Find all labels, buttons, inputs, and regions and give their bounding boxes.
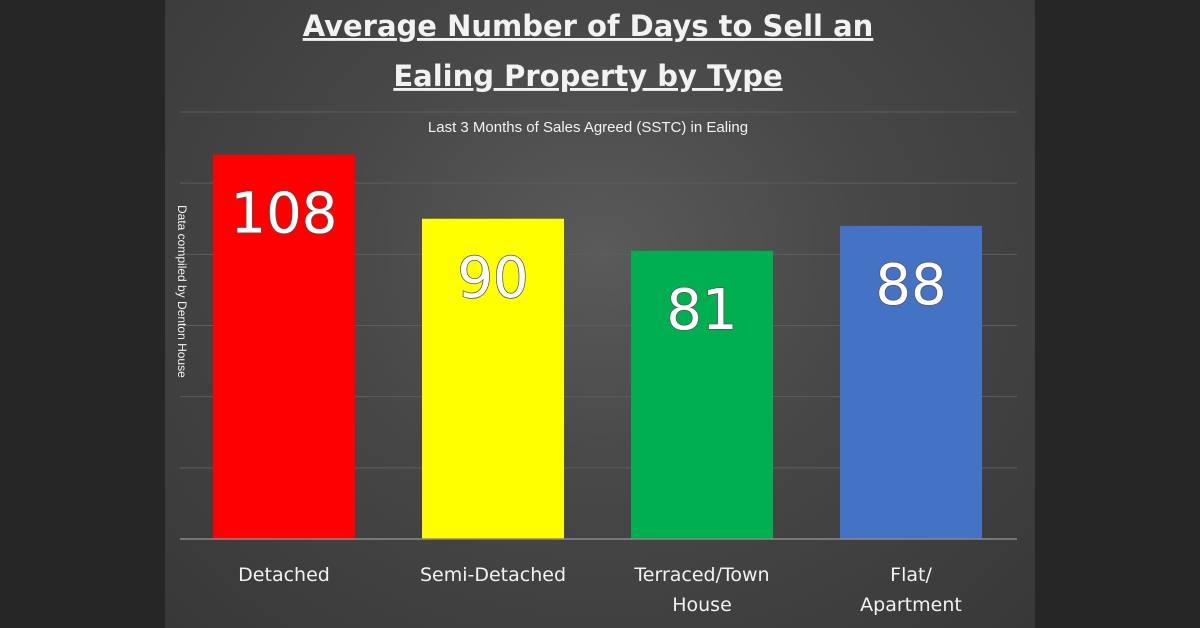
data-label: 90	[457, 246, 528, 311]
data-label: 108	[231, 182, 338, 247]
bar	[213, 154, 355, 539]
chart-subtitle: Last 3 Months of Sales Agreed (SSTC) in …	[428, 119, 748, 136]
category-label: Semi-Detached	[420, 564, 566, 586]
category-label: Terraced/Town	[633, 564, 769, 586]
data-label: 81	[666, 278, 737, 343]
category-label: House	[672, 594, 732, 616]
bar	[631, 250, 773, 539]
category-label: Flat/	[890, 564, 932, 586]
chart-title-line-2: Ealing Property by Type	[393, 59, 782, 93]
bar	[422, 218, 564, 539]
category-label: Apartment	[860, 594, 962, 616]
data-label: 88	[875, 253, 946, 318]
category-label: Detached	[238, 564, 330, 586]
chart-title-line-1: Average Number of Days to Sell an	[303, 9, 874, 43]
data-source-note: Data compiled by Denton House	[175, 205, 189, 378]
bar	[840, 225, 982, 539]
